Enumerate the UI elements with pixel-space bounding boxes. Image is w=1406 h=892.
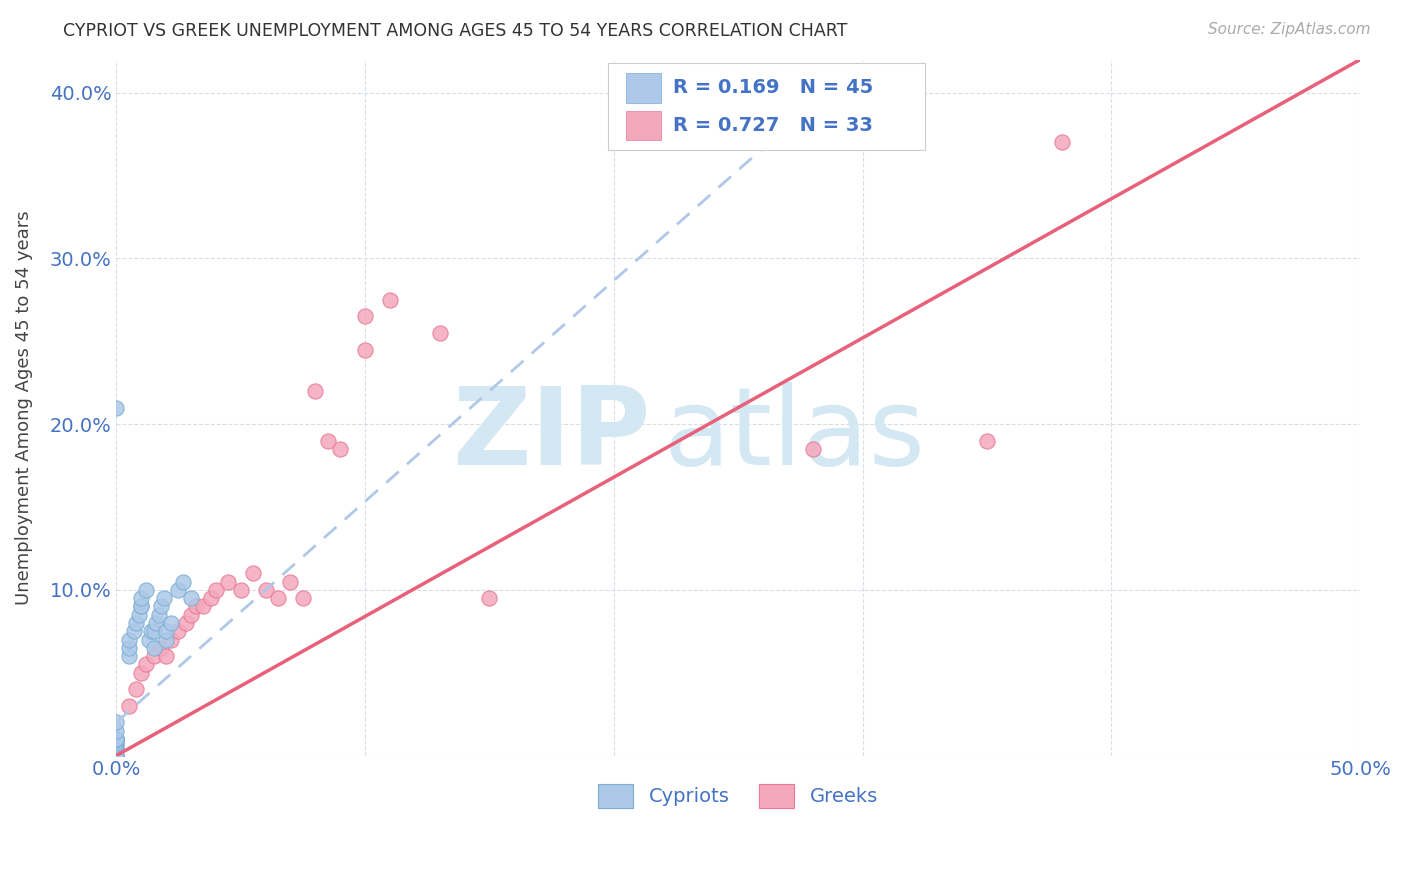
Text: R = 0.169   N = 45: R = 0.169 N = 45: [673, 78, 873, 97]
Point: [316, 434, 339, 448]
Point: [167, 624, 190, 639]
Legend: Cypriots, Greeks: Cypriots, Greeks: [591, 776, 886, 815]
Point: [142, 649, 165, 664]
Point: [354, 343, 377, 357]
Point: [105, 740, 128, 755]
Point: [128, 607, 150, 622]
Point: [200, 591, 222, 606]
Point: [145, 615, 167, 630]
Point: [180, 607, 202, 622]
Text: atlas: atlas: [664, 383, 925, 489]
Point: [105, 732, 128, 747]
Point: [105, 748, 128, 763]
Point: [174, 615, 197, 630]
Point: [193, 599, 215, 614]
Point: [217, 574, 239, 589]
Point: [125, 682, 148, 697]
FancyBboxPatch shape: [626, 73, 661, 103]
Point: [280, 574, 302, 589]
Point: [105, 748, 128, 763]
Point: [105, 732, 128, 747]
Point: [105, 715, 128, 730]
Point: [105, 737, 128, 751]
Point: [105, 401, 128, 415]
Point: [105, 732, 128, 747]
Text: Source: ZipAtlas.com: Source: ZipAtlas.com: [1208, 22, 1371, 37]
Point: [976, 434, 998, 448]
Point: [129, 599, 152, 614]
Point: [152, 591, 174, 606]
Point: [118, 649, 141, 664]
Point: [105, 735, 128, 749]
Point: [150, 599, 173, 614]
Point: [105, 732, 128, 747]
Text: R = 0.727   N = 33: R = 0.727 N = 33: [673, 116, 873, 135]
Point: [304, 384, 326, 398]
Point: [429, 326, 451, 340]
Point: [291, 591, 314, 606]
Point: [118, 698, 141, 713]
Point: [155, 649, 177, 664]
Point: [378, 293, 401, 307]
Point: [160, 615, 183, 630]
Point: [105, 732, 128, 747]
Point: [135, 657, 157, 672]
Point: [129, 599, 152, 614]
Point: [354, 310, 377, 324]
Point: [122, 624, 145, 639]
Point: [478, 591, 501, 606]
Point: [150, 640, 173, 655]
Point: [105, 732, 128, 747]
FancyBboxPatch shape: [607, 63, 925, 150]
Text: CYPRIOT VS GREEK UNEMPLOYMENT AMONG AGES 45 TO 54 YEARS CORRELATION CHART: CYPRIOT VS GREEK UNEMPLOYMENT AMONG AGES…: [63, 22, 848, 40]
Point: [105, 732, 128, 747]
Point: [242, 566, 264, 581]
Point: [105, 748, 128, 763]
Point: [105, 748, 128, 763]
Point: [254, 582, 277, 597]
Point: [267, 591, 290, 606]
Point: [139, 624, 162, 639]
Point: [167, 582, 190, 597]
Point: [801, 442, 824, 456]
Point: [329, 442, 352, 456]
Y-axis label: Unemployment Among Ages 45 to 54 years: Unemployment Among Ages 45 to 54 years: [15, 211, 32, 605]
Point: [172, 574, 194, 589]
FancyBboxPatch shape: [626, 111, 661, 140]
Point: [105, 723, 128, 738]
Point: [125, 615, 148, 630]
Point: [105, 748, 128, 763]
Point: [118, 632, 141, 647]
Point: [135, 582, 157, 597]
Point: [155, 624, 177, 639]
Point: [142, 640, 165, 655]
Point: [1050, 136, 1073, 150]
Point: [138, 632, 160, 647]
Point: [160, 632, 183, 647]
Point: [118, 640, 141, 655]
Point: [142, 624, 165, 639]
Point: [129, 665, 152, 680]
Point: [105, 748, 128, 763]
Point: [204, 582, 226, 597]
Point: [184, 599, 207, 614]
Point: [105, 740, 128, 755]
Point: [129, 591, 152, 606]
Point: [180, 591, 202, 606]
Point: [105, 732, 128, 747]
Point: [148, 607, 170, 622]
Point: [229, 582, 252, 597]
Text: ZIP: ZIP: [453, 383, 651, 489]
Point: [155, 632, 177, 647]
